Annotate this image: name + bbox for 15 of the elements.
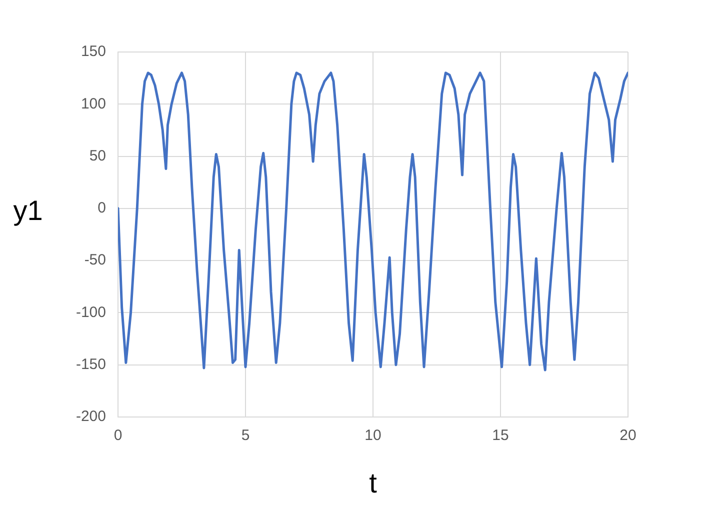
x-axis-title: t [369, 468, 378, 499]
x-tick-label: 15 [492, 427, 509, 444]
x-tick-label: 5 [241, 427, 250, 444]
y-tick-label: -200 [76, 408, 106, 426]
x-tick-label: 20 [620, 427, 636, 444]
y-tick-label: -150 [76, 356, 106, 373]
y-tick-label: 150 [80, 43, 106, 60]
x-tick-label: 0 [114, 427, 122, 444]
y-tick-label: -100 [76, 304, 106, 321]
x-tick-label: 10 [364, 427, 382, 444]
y-tick-label: 100 [80, 95, 106, 112]
y-tick-label: -50 [84, 252, 106, 269]
y-axis-title: y1 [13, 195, 43, 226]
y-tick-label: 50 [89, 147, 106, 164]
y-tick-label: 0 [98, 200, 106, 217]
